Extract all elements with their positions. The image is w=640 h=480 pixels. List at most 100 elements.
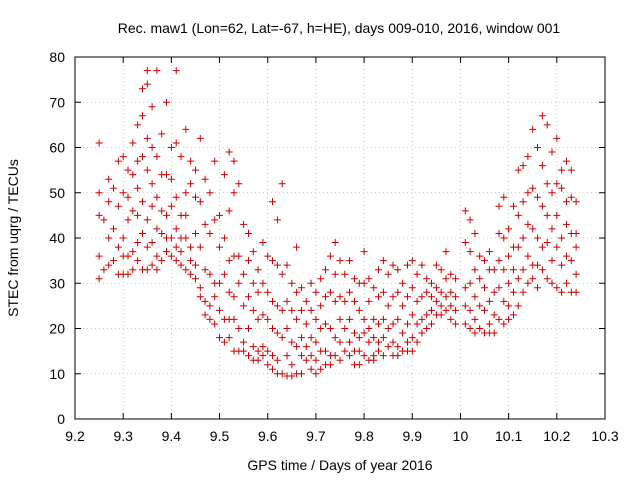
data-point [481,306,488,314]
data-point [389,293,397,301]
y-tick-label: 70 [49,94,65,110]
data-point [206,302,214,310]
data-point [428,320,435,328]
data-point [389,338,397,346]
data-point [293,315,301,323]
x-tick-label: 10.2 [543,428,570,444]
data-point [293,243,301,251]
data-point [225,257,233,265]
data-point [384,302,392,310]
data-point [206,315,214,323]
data-point [172,193,180,201]
data-point [196,293,204,301]
data-point [129,139,137,147]
data-point [524,189,532,197]
data-point [254,288,262,296]
data-point [245,230,252,237]
data-point [519,288,527,296]
data-point [553,211,561,219]
data-point [163,171,170,179]
data-point [211,293,219,301]
data-point [187,270,195,278]
data-point [572,230,580,237]
data-point [442,248,450,256]
data-point [529,275,537,283]
data-point [124,216,132,224]
data-point [139,112,146,120]
data-point [567,193,575,201]
data-point [346,352,354,360]
data-point [269,352,276,360]
data-point [172,225,180,233]
data-point [95,252,103,260]
data-point [187,157,195,165]
data-point [572,198,580,206]
data-point [375,320,382,328]
data-point [394,352,402,360]
data-point [211,320,219,328]
data-point [408,311,416,319]
x-tick-label: 10 [453,428,469,444]
data-point [510,288,517,296]
data-point [375,338,382,346]
data-point [220,234,228,242]
data-point [490,329,498,337]
data-point [119,153,127,161]
data-point [114,243,122,251]
data-point [514,211,522,219]
data-point [510,202,517,210]
data-point [495,202,503,210]
data-point [182,234,190,242]
data-point [379,352,387,360]
data-point [110,257,117,265]
data-point [230,189,238,197]
data-point [259,352,267,360]
data-point [206,270,214,278]
data-point [105,261,113,269]
x-tick-label: 9.7 [306,428,326,444]
data-point [192,166,199,174]
data-point [500,234,508,242]
data-point [322,347,329,355]
data-point [167,144,175,151]
data-point [476,252,484,260]
data-point [312,370,320,378]
data-point [519,198,527,206]
data-point [249,343,257,351]
data-point [558,261,566,269]
data-point [543,180,551,188]
data-point [471,329,479,337]
data-point [220,338,228,346]
data-point [360,315,368,323]
data-point [408,284,416,292]
data-point [423,288,431,296]
data-point [124,252,132,260]
y-tick-label: 10 [49,366,65,382]
data-point [452,320,460,328]
data-point [514,302,522,310]
data-point [235,180,243,188]
data-point [143,67,151,75]
data-point [543,211,551,219]
data-point [341,297,349,305]
data-point [139,198,146,206]
data-point [505,225,513,233]
data-point [124,193,132,201]
data-point [172,67,180,75]
data-point [471,230,479,237]
data-point [379,315,387,323]
data-point [538,266,546,274]
data-point [298,284,305,292]
data-point [428,279,435,287]
data-point [351,275,358,283]
data-point [119,234,127,242]
data-point [413,297,421,305]
data-point [563,157,570,165]
data-point [302,356,310,364]
data-point [187,257,195,265]
data-point [331,270,339,278]
data-point [336,315,344,323]
data-point [548,148,556,156]
data-point [346,257,354,265]
data-point [558,234,566,242]
